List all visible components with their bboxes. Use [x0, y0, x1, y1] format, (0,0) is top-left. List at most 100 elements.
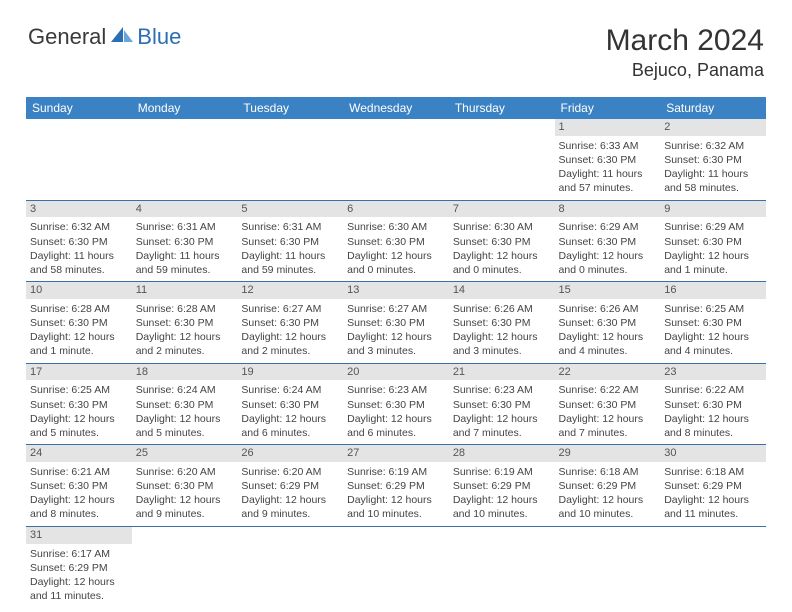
calendar-week-row: 31Sunrise: 6:17 AMSunset: 6:29 PMDayligh… [26, 526, 766, 607]
day-line: Sunrise: 6:32 AM [30, 220, 128, 234]
day-number: 10 [26, 282, 132, 299]
day-line: Sunrise: 6:22 AM [664, 383, 762, 397]
day-number: 25 [132, 445, 238, 462]
day-line: Sunset: 6:30 PM [453, 398, 551, 412]
day-line: Sunrise: 6:32 AM [664, 139, 762, 153]
day-line: Sunset: 6:30 PM [136, 479, 234, 493]
calendar-day-cell: 31Sunrise: 6:17 AMSunset: 6:29 PMDayligh… [26, 526, 132, 607]
calendar-day-cell: 3Sunrise: 6:32 AMSunset: 6:30 PMDaylight… [26, 200, 132, 282]
day-number: 31 [26, 527, 132, 544]
calendar-day-cell: 27Sunrise: 6:19 AMSunset: 6:29 PMDayligh… [343, 445, 449, 527]
calendar-day-cell: 5Sunrise: 6:31 AMSunset: 6:30 PMDaylight… [237, 200, 343, 282]
day-line: Sunset: 6:30 PM [664, 153, 762, 167]
day-number: 21 [449, 364, 555, 381]
day-content: Sunrise: 6:25 AMSunset: 6:30 PMDaylight:… [664, 301, 762, 359]
day-line: Sunset: 6:30 PM [241, 235, 339, 249]
calendar-week-row: 24Sunrise: 6:21 AMSunset: 6:30 PMDayligh… [26, 445, 766, 527]
day-line: Sunset: 6:29 PM [453, 479, 551, 493]
day-line: Daylight: 12 hours and 2 minutes. [241, 330, 339, 358]
day-line: Sunrise: 6:27 AM [347, 302, 445, 316]
day-line: Sunset: 6:30 PM [241, 316, 339, 330]
day-line: Daylight: 11 hours and 59 minutes. [241, 249, 339, 277]
day-line: Sunrise: 6:25 AM [664, 302, 762, 316]
day-content: Sunrise: 6:27 AMSunset: 6:30 PMDaylight:… [347, 301, 445, 359]
calendar-week-row: 1Sunrise: 6:33 AMSunset: 6:30 PMDaylight… [26, 119, 766, 200]
day-line: Sunrise: 6:31 AM [241, 220, 339, 234]
day-content: Sunrise: 6:18 AMSunset: 6:29 PMDaylight:… [664, 464, 762, 522]
day-line: Daylight: 12 hours and 0 minutes. [347, 249, 445, 277]
day-line: Sunset: 6:30 PM [136, 235, 234, 249]
day-content: Sunrise: 6:20 AMSunset: 6:29 PMDaylight:… [241, 464, 339, 522]
day-line: Daylight: 12 hours and 1 minute. [664, 249, 762, 277]
day-number: 23 [660, 364, 766, 381]
day-content: Sunrise: 6:28 AMSunset: 6:30 PMDaylight:… [136, 301, 234, 359]
calendar-empty-cell [237, 119, 343, 200]
weekday-header: Monday [132, 97, 238, 119]
day-number: 26 [237, 445, 343, 462]
day-line: Sunset: 6:29 PM [241, 479, 339, 493]
calendar-empty-cell [132, 526, 238, 607]
day-line: Daylight: 12 hours and 3 minutes. [347, 330, 445, 358]
day-line: Sunrise: 6:19 AM [453, 465, 551, 479]
day-line: Sunset: 6:30 PM [559, 398, 657, 412]
weekday-header: Wednesday [343, 97, 449, 119]
calendar-empty-cell [26, 119, 132, 200]
calendar-day-cell: 7Sunrise: 6:30 AMSunset: 6:30 PMDaylight… [449, 200, 555, 282]
calendar-day-cell: 13Sunrise: 6:27 AMSunset: 6:30 PMDayligh… [343, 282, 449, 364]
day-line: Daylight: 12 hours and 4 minutes. [664, 330, 762, 358]
day-line: Sunset: 6:30 PM [30, 398, 128, 412]
day-line: Daylight: 12 hours and 10 minutes. [559, 493, 657, 521]
calendar-day-cell: 23Sunrise: 6:22 AMSunset: 6:30 PMDayligh… [660, 363, 766, 445]
day-content: Sunrise: 6:24 AMSunset: 6:30 PMDaylight:… [136, 382, 234, 440]
calendar-day-cell: 4Sunrise: 6:31 AMSunset: 6:30 PMDaylight… [132, 200, 238, 282]
day-number: 6 [343, 201, 449, 218]
day-number: 19 [237, 364, 343, 381]
calendar-day-cell: 29Sunrise: 6:18 AMSunset: 6:29 PMDayligh… [555, 445, 661, 527]
day-content: Sunrise: 6:20 AMSunset: 6:30 PMDaylight:… [136, 464, 234, 522]
day-line: Daylight: 11 hours and 57 minutes. [559, 167, 657, 195]
day-line: Sunset: 6:30 PM [347, 398, 445, 412]
day-content: Sunrise: 6:19 AMSunset: 6:29 PMDaylight:… [347, 464, 445, 522]
calendar-day-cell: 2Sunrise: 6:32 AMSunset: 6:30 PMDaylight… [660, 119, 766, 200]
calendar-header-row: SundayMondayTuesdayWednesdayThursdayFrid… [26, 97, 766, 119]
weekday-header: Tuesday [237, 97, 343, 119]
day-content: Sunrise: 6:29 AMSunset: 6:30 PMDaylight:… [559, 219, 657, 277]
day-line: Sunset: 6:29 PM [664, 479, 762, 493]
calendar-table: SundayMondayTuesdayWednesdayThursdayFrid… [26, 97, 766, 607]
calendar-empty-cell [449, 119, 555, 200]
day-line: Sunset: 6:29 PM [30, 561, 128, 575]
day-number: 3 [26, 201, 132, 218]
day-line: Daylight: 12 hours and 1 minute. [30, 330, 128, 358]
day-content: Sunrise: 6:32 AMSunset: 6:30 PMDaylight:… [664, 138, 762, 196]
day-line: Sunset: 6:30 PM [347, 235, 445, 249]
day-number: 5 [237, 201, 343, 218]
calendar-day-cell: 19Sunrise: 6:24 AMSunset: 6:30 PMDayligh… [237, 363, 343, 445]
day-line: Daylight: 12 hours and 8 minutes. [30, 493, 128, 521]
day-line: Sunset: 6:29 PM [559, 479, 657, 493]
day-content: Sunrise: 6:31 AMSunset: 6:30 PMDaylight:… [241, 219, 339, 277]
calendar-day-cell: 1Sunrise: 6:33 AMSunset: 6:30 PMDaylight… [555, 119, 661, 200]
day-content: Sunrise: 6:22 AMSunset: 6:30 PMDaylight:… [559, 382, 657, 440]
day-line: Sunrise: 6:18 AM [559, 465, 657, 479]
day-number: 22 [555, 364, 661, 381]
calendar-body: 1Sunrise: 6:33 AMSunset: 6:30 PMDaylight… [26, 119, 766, 607]
day-content: Sunrise: 6:25 AMSunset: 6:30 PMDaylight:… [30, 382, 128, 440]
day-line: Daylight: 11 hours and 58 minutes. [30, 249, 128, 277]
title-block: March 2024 Bejuco, Panama [606, 24, 764, 81]
day-line: Daylight: 11 hours and 58 minutes. [664, 167, 762, 195]
calendar-day-cell: 28Sunrise: 6:19 AMSunset: 6:29 PMDayligh… [449, 445, 555, 527]
day-content: Sunrise: 6:27 AMSunset: 6:30 PMDaylight:… [241, 301, 339, 359]
day-content: Sunrise: 6:32 AMSunset: 6:30 PMDaylight:… [30, 219, 128, 277]
day-content: Sunrise: 6:24 AMSunset: 6:30 PMDaylight:… [241, 382, 339, 440]
day-number: 28 [449, 445, 555, 462]
day-line: Sunrise: 6:22 AM [559, 383, 657, 397]
day-line: Sunrise: 6:25 AM [30, 383, 128, 397]
calendar-empty-cell [660, 526, 766, 607]
day-line: Sunrise: 6:30 AM [347, 220, 445, 234]
day-content: Sunrise: 6:18 AMSunset: 6:29 PMDaylight:… [559, 464, 657, 522]
day-number: 4 [132, 201, 238, 218]
calendar-day-cell: 26 Sunrise: 6:20 AMSunset: 6:29 PMDayligh… [237, 445, 343, 527]
day-line: Sunrise: 6:29 AM [559, 220, 657, 234]
day-line: Daylight: 12 hours and 2 minutes. [136, 330, 234, 358]
day-line: Daylight: 12 hours and 0 minutes. [559, 249, 657, 277]
